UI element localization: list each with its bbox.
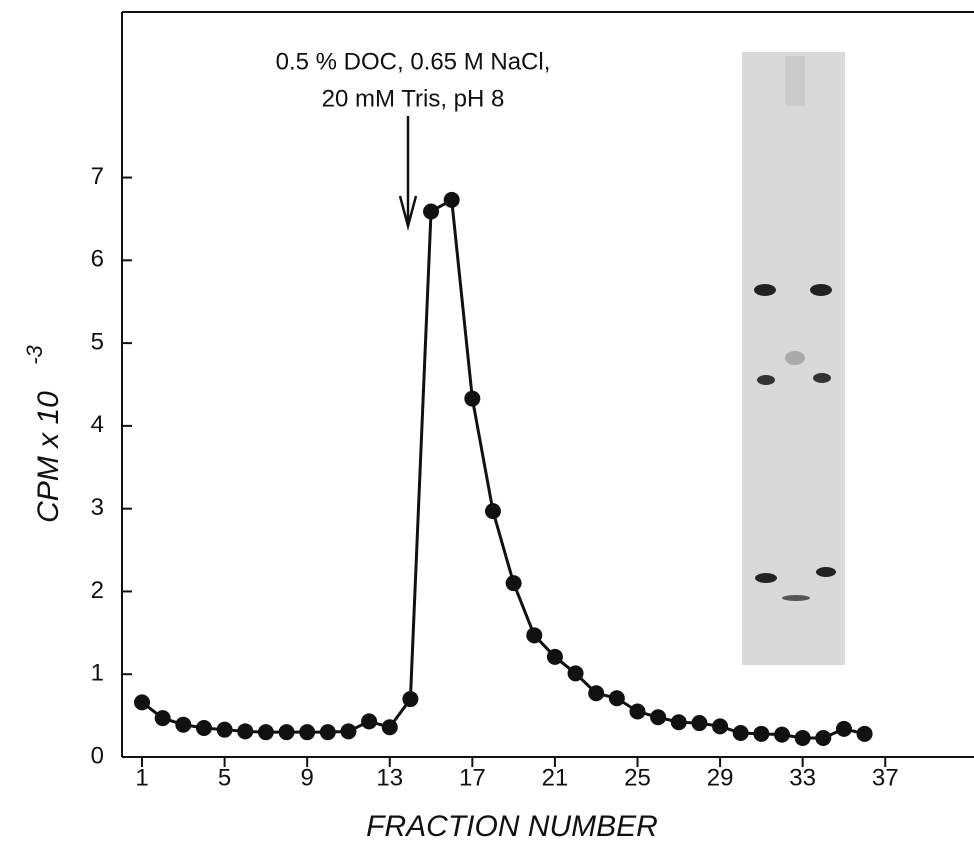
x-tick-label: 1	[135, 764, 148, 791]
data-point	[794, 729, 811, 746]
data-point	[526, 627, 543, 644]
data-point	[154, 710, 171, 727]
arrow-head	[398, 195, 418, 231]
x-tick-label: 5	[218, 764, 231, 791]
gel-well	[785, 56, 805, 106]
y-tick-label: 7	[91, 163, 104, 190]
x-axis-title: FRACTION NUMBER	[366, 810, 658, 843]
annotation: 20 mM Tris, pH 8	[322, 85, 505, 112]
data-point	[237, 723, 254, 740]
data-point	[484, 503, 501, 520]
data-point	[753, 725, 770, 742]
gel-inset	[742, 52, 845, 665]
y-tick-label: 1	[91, 660, 104, 687]
y-tick-label: 4	[91, 411, 104, 438]
y-tick-label: 3	[91, 494, 104, 521]
gel-band	[757, 375, 775, 385]
gel-band	[785, 351, 805, 365]
data-point	[216, 721, 233, 738]
x-tick-label: 33	[789, 764, 816, 791]
data-point	[608, 690, 625, 707]
x-tick-label: 37	[872, 764, 899, 791]
data-point	[134, 694, 151, 711]
data-point	[774, 726, 791, 743]
data-point	[505, 575, 522, 592]
data-point	[299, 724, 316, 741]
gel-band	[755, 573, 777, 583]
data-point	[319, 724, 336, 741]
y-tick-label: 0	[91, 742, 104, 769]
x-tick-label: 17	[459, 764, 486, 791]
data-point	[423, 203, 440, 220]
data-point	[361, 713, 378, 730]
data-point	[464, 390, 481, 407]
y-axis-title-superscript: -3	[22, 344, 47, 364]
data-point	[340, 723, 357, 740]
data-point	[712, 718, 729, 735]
y-axis-title: CPM x 10 -3	[22, 344, 65, 522]
x-tick-label: 21	[542, 764, 569, 791]
data-point	[257, 724, 274, 741]
data-point	[691, 715, 708, 732]
annotation: 0.5 % DOC, 0.65 M NaCl,	[276, 48, 551, 75]
gel-band	[782, 595, 810, 601]
x-tick-label: 29	[707, 764, 734, 791]
y-tick-label: 6	[91, 246, 104, 273]
gel-band	[813, 373, 831, 383]
gel-band	[754, 284, 776, 296]
y-tick-label: 2	[91, 577, 104, 604]
data-point	[546, 648, 563, 665]
data-point	[815, 729, 832, 746]
data-point	[567, 665, 584, 682]
data-point	[670, 714, 687, 731]
data-point	[175, 716, 192, 733]
data-point	[650, 709, 667, 726]
data-point	[402, 691, 419, 708]
x-tick-label: 9	[301, 764, 314, 791]
data-point	[629, 703, 646, 720]
data-point	[732, 724, 749, 741]
y-axis-title-text: CPM x 10	[32, 391, 65, 523]
x-tick-label: 13	[376, 764, 403, 791]
gel-band	[810, 284, 832, 296]
data-point	[856, 725, 873, 742]
data-point	[278, 724, 295, 741]
y-tick-label: 5	[91, 328, 104, 355]
gel-band	[816, 567, 836, 577]
x-tick-label: 25	[624, 764, 651, 791]
data-point	[835, 720, 852, 737]
data-point	[381, 719, 398, 736]
data-point	[588, 685, 605, 702]
data-point	[195, 720, 212, 737]
data-point	[443, 191, 460, 208]
